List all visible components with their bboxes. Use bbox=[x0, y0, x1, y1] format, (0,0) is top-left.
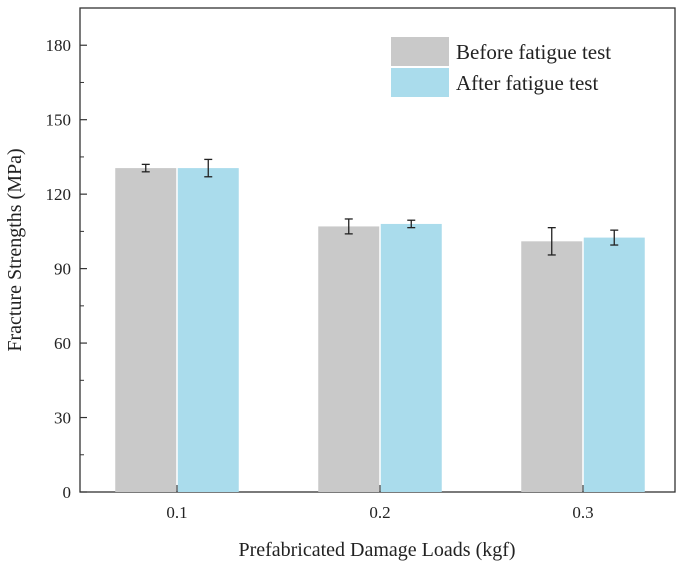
x-tick-label: 0.3 bbox=[572, 503, 593, 522]
y-tick-label: 0 bbox=[63, 483, 72, 502]
bar bbox=[521, 241, 583, 492]
y-tick-label: 90 bbox=[54, 260, 71, 279]
bar bbox=[380, 223, 442, 492]
x-axis-title: Prefabricated Damage Loads (kgf) bbox=[238, 539, 515, 561]
x-tick-label: 0.2 bbox=[369, 503, 390, 522]
y-tick-label: 120 bbox=[46, 185, 72, 204]
bars-group bbox=[115, 168, 645, 493]
y-tick-label: 60 bbox=[54, 334, 71, 353]
legend: Before fatigue test After fatigue test bbox=[391, 37, 611, 97]
legend-label: After fatigue test bbox=[456, 71, 598, 95]
error-bars-group bbox=[141, 158, 619, 256]
y-axis-title: Fracture Strengths (MPa) bbox=[4, 148, 26, 351]
y-tick-label: 150 bbox=[46, 111, 72, 130]
legend-swatch bbox=[391, 37, 449, 66]
x-axis: 0.1 0.2 0.3 bbox=[166, 485, 594, 522]
y-tick-label: 30 bbox=[54, 409, 71, 428]
bar bbox=[177, 168, 239, 493]
bar bbox=[583, 237, 645, 492]
bar bbox=[318, 226, 380, 492]
y-axis: 0 30 60 90 120 150 180 bbox=[46, 36, 87, 502]
legend-label: Before fatigue test bbox=[456, 40, 611, 64]
x-tick-label: 0.1 bbox=[166, 503, 187, 522]
y-tick-label: 180 bbox=[46, 36, 72, 55]
bar bbox=[115, 168, 177, 493]
legend-swatch bbox=[391, 68, 449, 97]
